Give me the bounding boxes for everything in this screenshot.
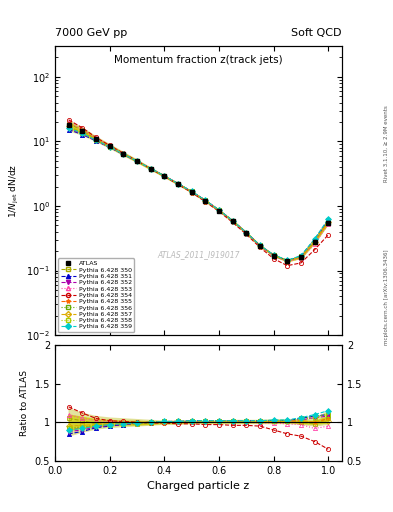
X-axis label: Charged particle z: Charged particle z	[147, 481, 250, 491]
Y-axis label: Ratio to ATLAS: Ratio to ATLAS	[20, 370, 29, 436]
Text: ATLAS_2011_I919017: ATLAS_2011_I919017	[157, 250, 240, 259]
Text: 7000 GeV pp: 7000 GeV pp	[55, 28, 127, 38]
Text: Soft QCD: Soft QCD	[292, 28, 342, 38]
Text: Rivet 3.1.10, ≥ 2.9M events: Rivet 3.1.10, ≥ 2.9M events	[384, 105, 389, 182]
Legend: ATLAS, Pythia 6.428 350, Pythia 6.428 351, Pythia 6.428 352, Pythia 6.428 353, P: ATLAS, Pythia 6.428 350, Pythia 6.428 35…	[58, 259, 134, 332]
Y-axis label: $1/N_\mathrm{jet}\ \mathrm{dN/dz}$: $1/N_\mathrm{jet}\ \mathrm{dN/dz}$	[8, 163, 21, 218]
Text: Momentum fraction z(track jets): Momentum fraction z(track jets)	[114, 55, 283, 65]
Text: mcplots.cern.ch [arXiv:1306.3436]: mcplots.cern.ch [arXiv:1306.3436]	[384, 249, 389, 345]
